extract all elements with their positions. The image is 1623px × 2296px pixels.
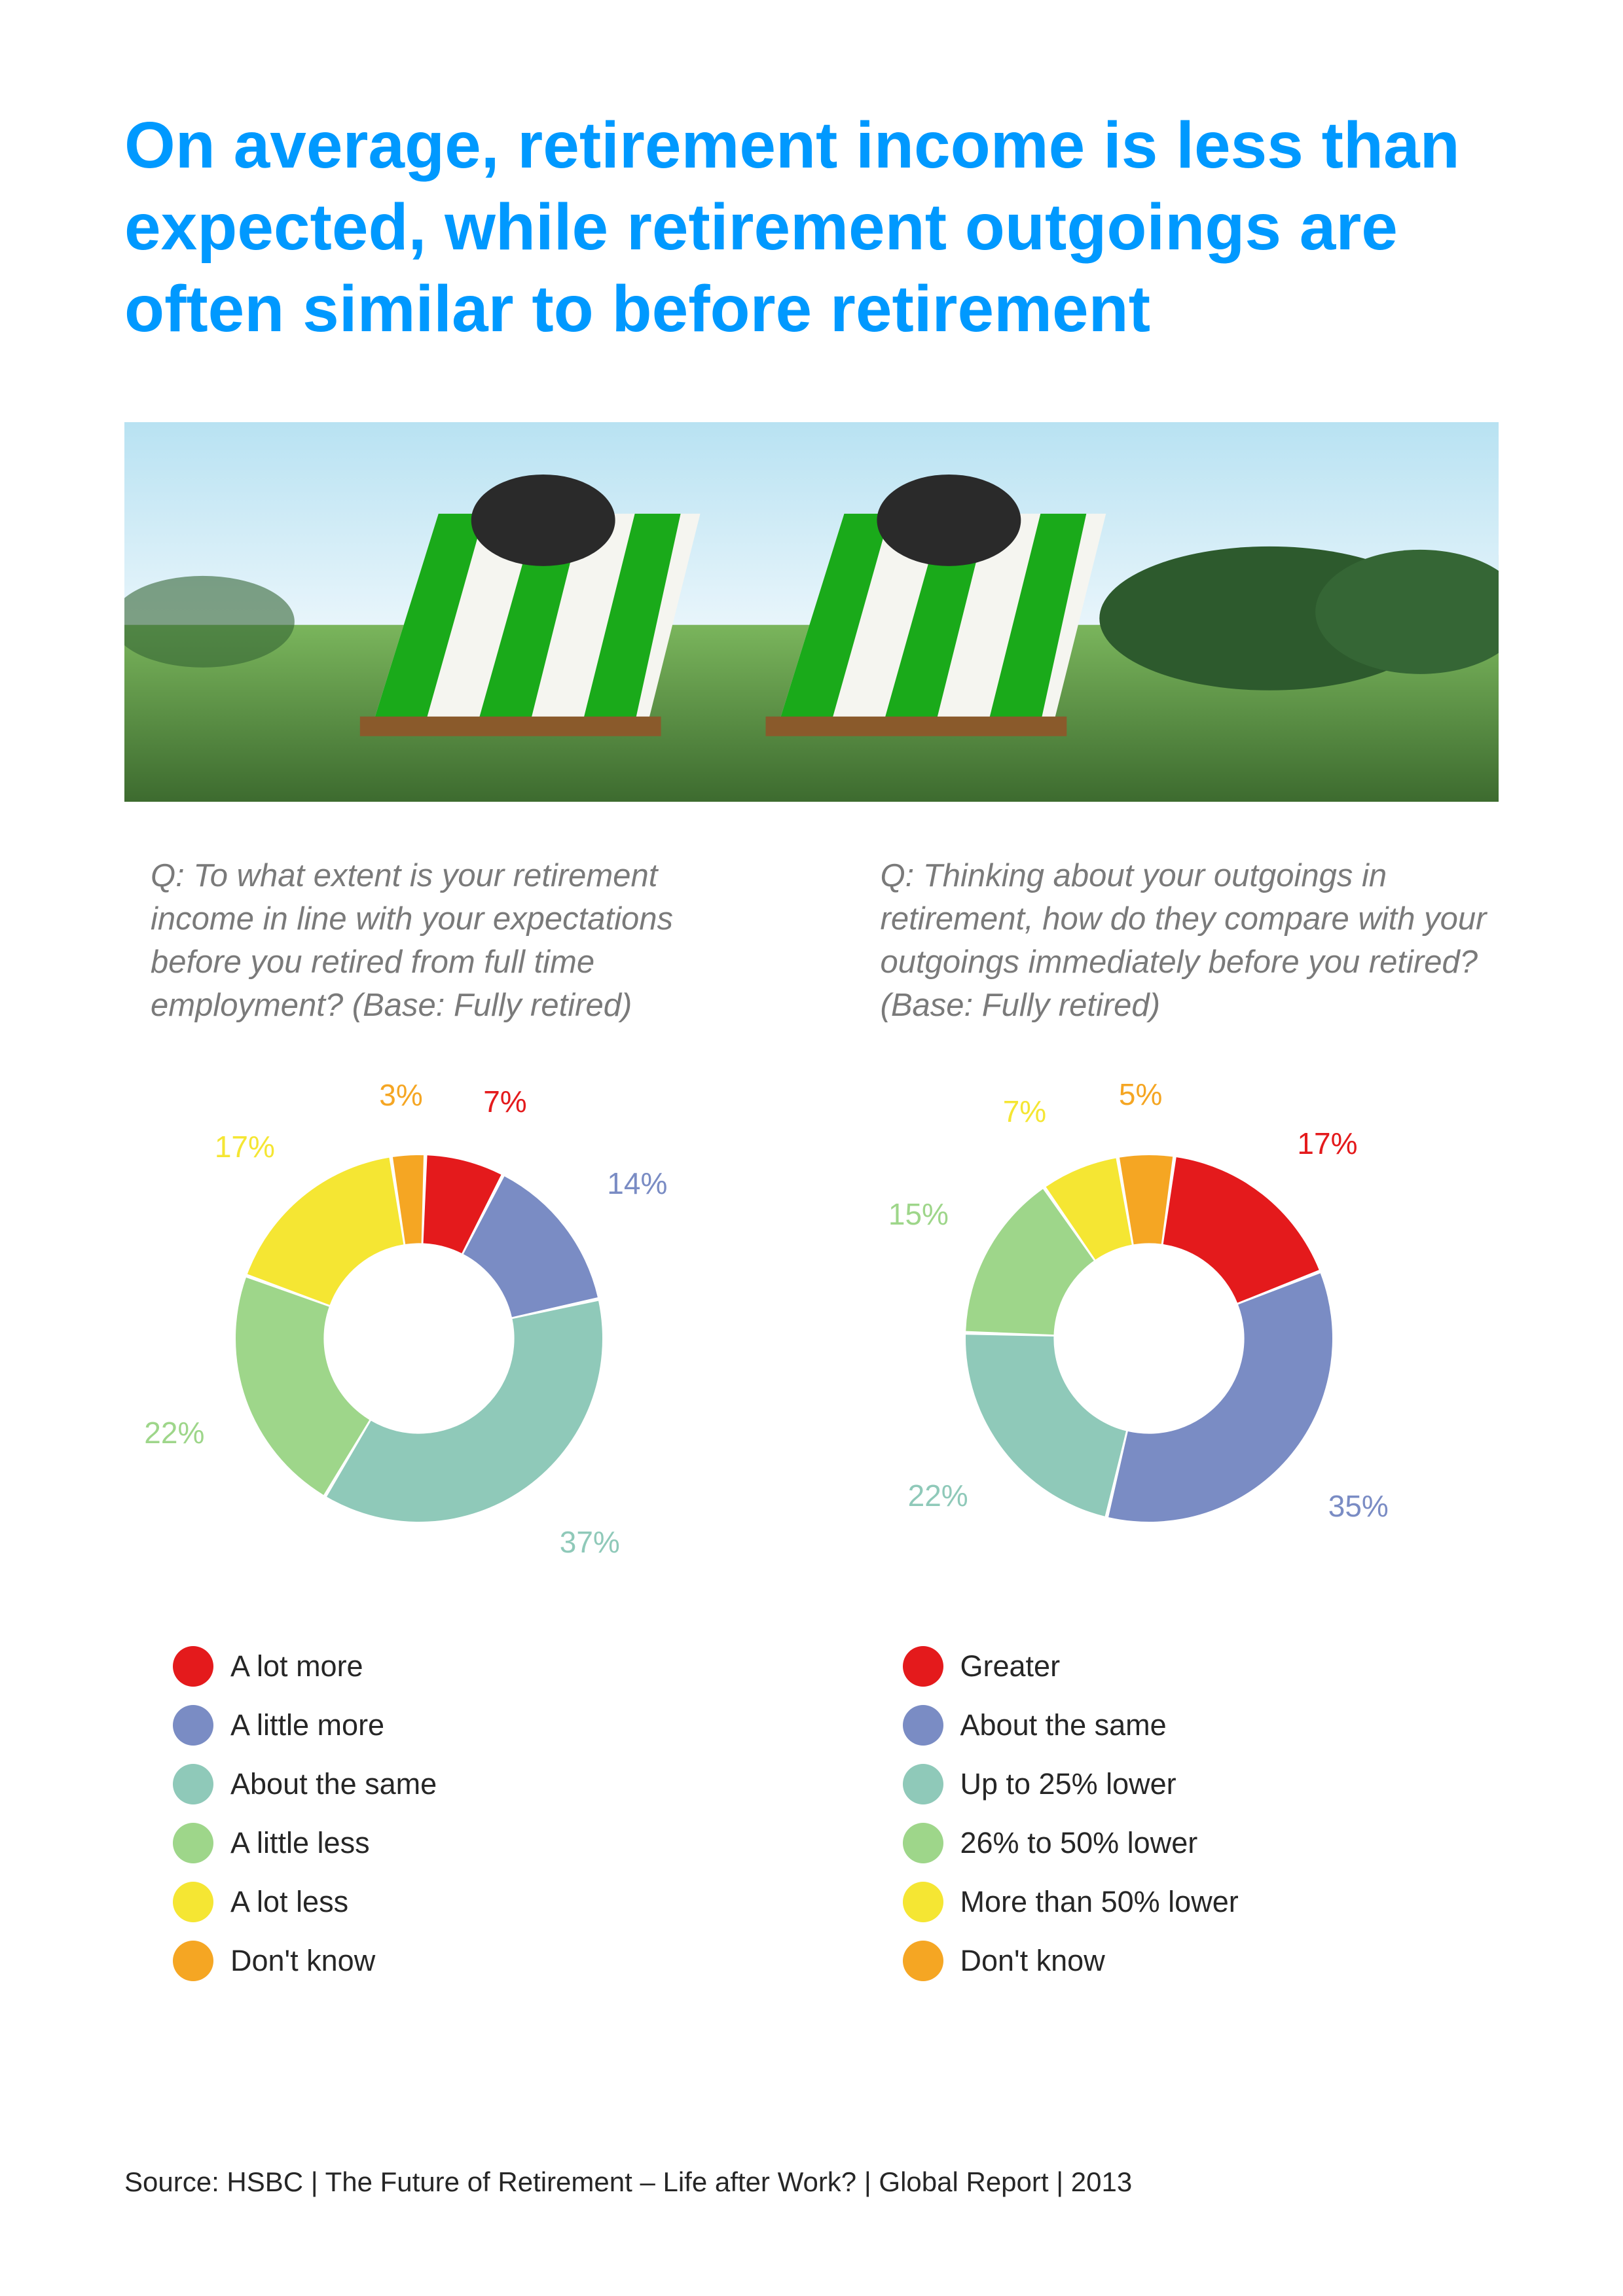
legend-item: More than 50% lower: [903, 1882, 1499, 1922]
donut-slice: [1163, 1157, 1319, 1302]
legend-swatch: [173, 1882, 213, 1922]
slice-label: 15%: [888, 1196, 949, 1232]
legend-label: A lot more: [230, 1649, 363, 1683]
legend-swatch: [173, 1941, 213, 1981]
legend-label: Don't know: [960, 1944, 1105, 1978]
slice-label: 7%: [1003, 1094, 1046, 1129]
chart-right: Q: Thinking about your outgoings in reti…: [854, 854, 1499, 1981]
legend-item: Greater: [903, 1646, 1499, 1687]
legend-swatch: [173, 1823, 213, 1863]
legend-label: A little more: [230, 1708, 384, 1742]
slice-label: 3%: [379, 1077, 422, 1113]
chart-right-question: Q: Thinking about your outgoings in reti…: [881, 854, 1499, 1031]
legend-item: Up to 25% lower: [903, 1764, 1499, 1804]
legend-swatch: [903, 1941, 943, 1981]
slice-label: 7%: [483, 1084, 526, 1119]
legend-item: Don't know: [173, 1941, 769, 1981]
legend-swatch: [903, 1882, 943, 1922]
legend-label: About the same: [960, 1708, 1167, 1742]
legend-item: A little more: [173, 1705, 769, 1746]
legend-item: Don't know: [903, 1941, 1499, 1981]
source-citation: Source: HSBC | The Future of Retirement …: [124, 2166, 1132, 2198]
legend-swatch: [903, 1646, 943, 1687]
donut-chart-right: 17% 35% 22% 15% 7% 5%: [881, 1070, 1417, 1607]
legend-item: A lot less: [173, 1882, 769, 1922]
legend-label: Don't know: [230, 1944, 375, 1978]
legend-label: A little less: [230, 1826, 370, 1860]
legend-label: Greater: [960, 1649, 1061, 1683]
donut-slice: [966, 1335, 1126, 1516]
chart-left: Q: To what extent is your retirement inc…: [124, 854, 769, 1981]
slice-label: 22%: [144, 1415, 204, 1450]
legend-item: About the same: [903, 1705, 1499, 1746]
legend-swatch: [173, 1646, 213, 1687]
legend-item: A little less: [173, 1823, 769, 1863]
legend-label: About the same: [230, 1767, 437, 1801]
chart-left-question: Q: To what extent is your retirement inc…: [151, 854, 769, 1031]
legend-item: 26% to 50% lower: [903, 1823, 1499, 1863]
slice-label: 22%: [908, 1478, 968, 1513]
legend-swatch: [903, 1764, 943, 1804]
legend-label: A lot less: [230, 1885, 348, 1919]
slice-label: 37%: [560, 1524, 620, 1560]
legend-swatch: [173, 1764, 213, 1804]
legend-item: About the same: [173, 1764, 769, 1804]
slice-label: 35%: [1328, 1488, 1389, 1524]
legend-label: 26% to 50% lower: [960, 1826, 1198, 1860]
hero-image: [124, 422, 1499, 802]
slice-label: 17%: [215, 1129, 275, 1164]
slice-label: 14%: [607, 1166, 667, 1201]
donut-slice: [1108, 1273, 1332, 1522]
legend-swatch: [173, 1705, 213, 1746]
legend-right: Greater About the same Up to 25% lower 26% …: [881, 1646, 1499, 1981]
donut-chart-left: 7%14%37%22%17%3%: [151, 1070, 687, 1607]
slice-label: 17%: [1297, 1126, 1357, 1161]
legend-label: Up to 25% lower: [960, 1767, 1176, 1801]
legend-label: More than 50% lower: [960, 1885, 1239, 1919]
page-title: On average, retirement income is less th…: [124, 105, 1499, 350]
legend-item: A lot more: [173, 1646, 769, 1687]
donut-slice: [327, 1301, 602, 1522]
legend-swatch: [903, 1823, 943, 1863]
slice-label: 5%: [1119, 1077, 1162, 1112]
legend-swatch: [903, 1705, 943, 1746]
donut-slice: [247, 1158, 403, 1305]
legend-left: A lot more A little more About the same A l…: [151, 1646, 769, 1981]
